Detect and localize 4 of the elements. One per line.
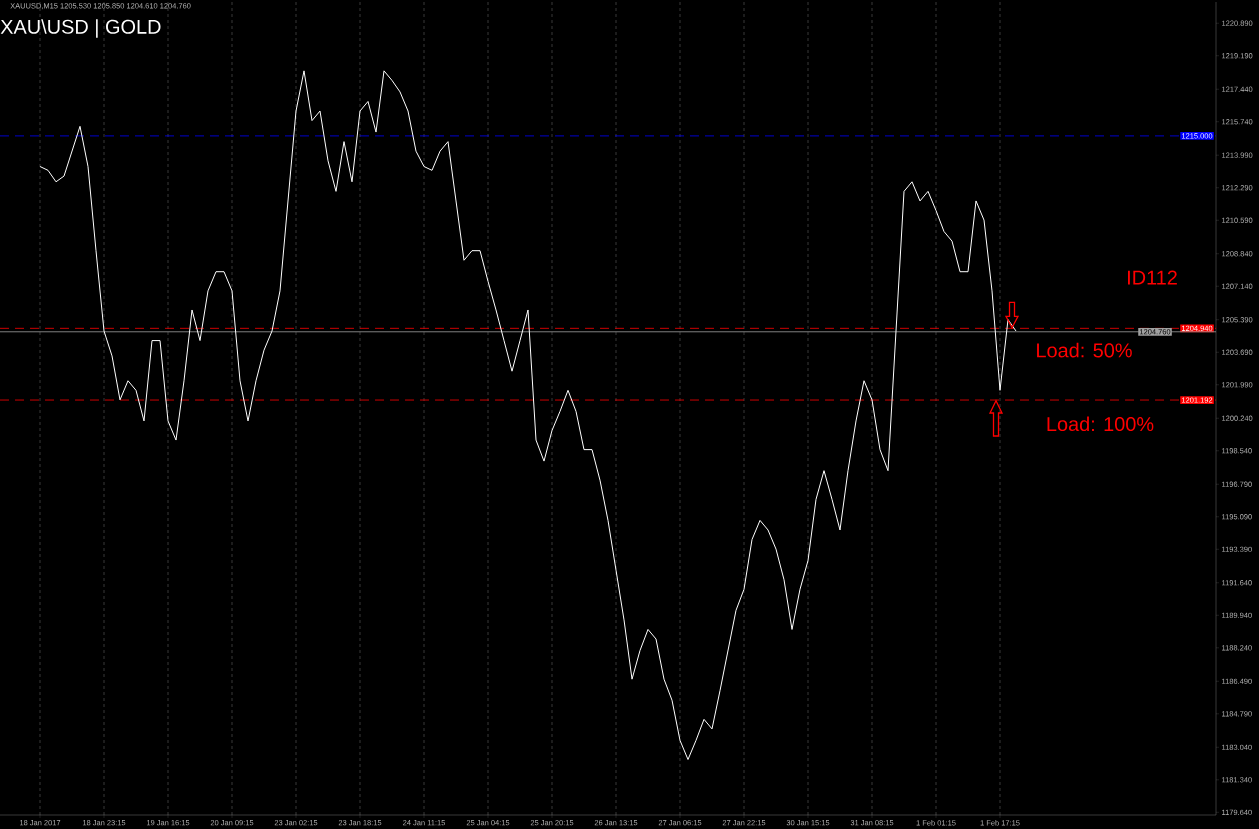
text: ID112 bbox=[1128, 270, 1177, 285]
annotation: Load: 50% bbox=[1037, 342, 1132, 358]
text: XAU\USD | GOLD bbox=[0, 19, 161, 38]
annotation: Load: 100% bbox=[1047, 416, 1154, 432]
